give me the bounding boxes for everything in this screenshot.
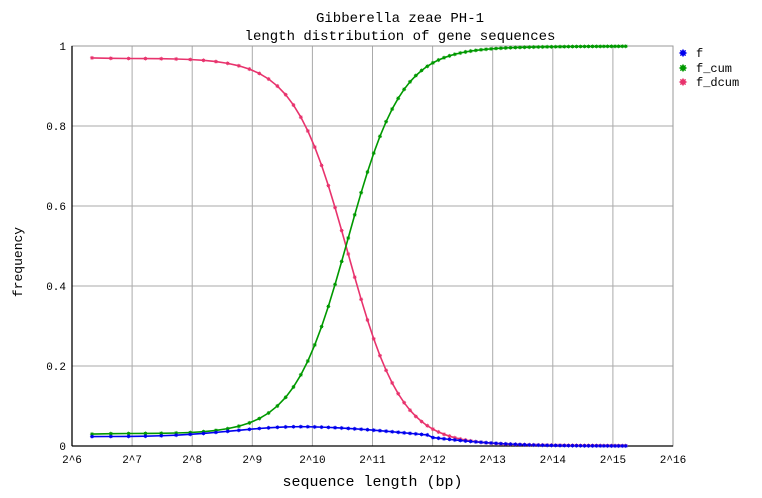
svg-text:2^7: 2^7 [122, 455, 142, 467]
svg-text:2^10: 2^10 [299, 455, 325, 467]
svg-text:2^12: 2^12 [419, 455, 445, 467]
svg-text:2^15: 2^15 [600, 455, 626, 467]
svg-text:2^6: 2^6 [62, 455, 82, 467]
svg-text:0: 0 [59, 442, 66, 454]
svg-text:sequence length (bp): sequence length (bp) [282, 474, 462, 491]
svg-text:2^16: 2^16 [660, 455, 686, 467]
svg-text:2^8: 2^8 [182, 455, 202, 467]
svg-text:0.8: 0.8 [46, 122, 66, 134]
svg-text:2^13: 2^13 [479, 455, 505, 467]
svg-text:2^11: 2^11 [359, 455, 386, 467]
svg-text:2^9: 2^9 [242, 455, 262, 467]
svg-text:0.2: 0.2 [46, 362, 66, 374]
svg-text:length distribution of gene se: length distribution of gene sequences [245, 29, 556, 45]
svg-text:Gibberella zeae PH-1: Gibberella zeae PH-1 [316, 11, 484, 27]
svg-text:frequency: frequency [11, 227, 26, 297]
svg-text:2^14: 2^14 [540, 455, 567, 467]
svg-text:0.4: 0.4 [46, 282, 66, 294]
svg-text:1: 1 [59, 42, 66, 54]
svg-text:f_dcum: f_dcum [696, 76, 739, 90]
svg-text:f: f [696, 47, 703, 61]
svg-text:f_cum: f_cum [696, 62, 732, 76]
svg-text:0.6: 0.6 [46, 202, 66, 214]
